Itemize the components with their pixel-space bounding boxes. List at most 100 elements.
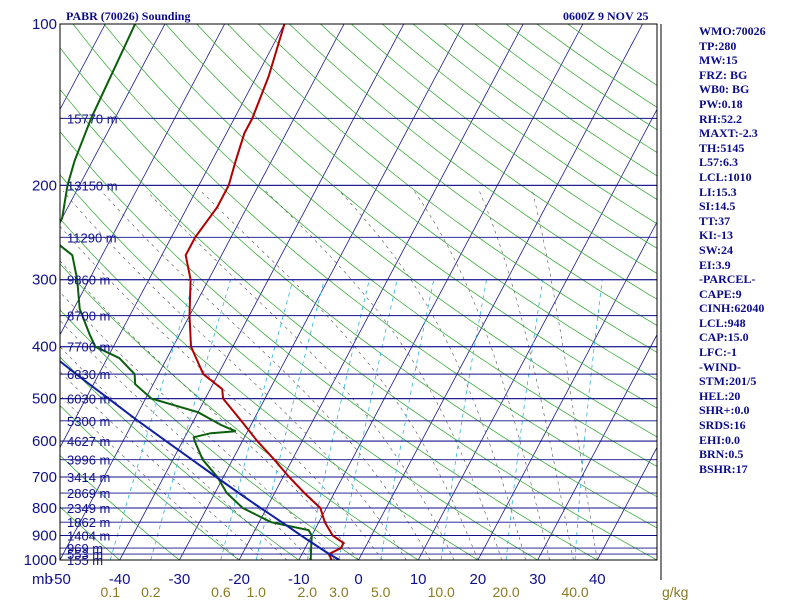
pressure-tick-label: 400 xyxy=(32,339,57,356)
chart-title: PABR (70026) Sounding xyxy=(66,9,191,23)
mixing-ratio-label: 3.0 xyxy=(329,584,349,600)
index-item: LCL:1010 xyxy=(699,169,752,184)
index-item: TP:280 xyxy=(699,38,737,53)
dewpoint-profile xyxy=(60,24,313,560)
index-item: SI:14.5 xyxy=(699,199,736,214)
height-level-label: 6030 m xyxy=(67,392,110,407)
isotherm xyxy=(477,221,657,560)
isotherm xyxy=(358,24,643,560)
height-level-label: 969 m xyxy=(67,541,103,556)
moist-adiabat xyxy=(200,190,479,560)
y-axis-label: mb xyxy=(32,571,53,588)
pressure-tick-label: 500 xyxy=(32,391,57,408)
pressure-tick-label: 1000 xyxy=(24,552,57,569)
temperature-tick-label: -50 xyxy=(49,571,71,588)
index-item: FRZ: BG xyxy=(699,67,748,82)
parcel-trace xyxy=(60,359,340,560)
height-level-label: 9860 m xyxy=(67,273,110,288)
index-item: WB0: BG xyxy=(699,82,750,97)
index-item: EHI:0.0 xyxy=(699,432,741,447)
index-item: L57:6.3 xyxy=(699,155,738,170)
pressure-tick-label: 100 xyxy=(32,16,57,33)
height-level-label: 553 m xyxy=(67,547,103,562)
index-item: MW:15 xyxy=(699,53,738,68)
index-item: -PARCEL- xyxy=(699,272,756,287)
moist-adiabat xyxy=(60,225,383,560)
moist-adiabat xyxy=(265,190,503,560)
height-level-label: 4627 m xyxy=(67,434,110,449)
index-item: PW:0.18 xyxy=(699,96,743,111)
index-item: SRDS:16 xyxy=(699,418,746,433)
height-level-label: 2349 m xyxy=(67,501,110,516)
grid-layer xyxy=(60,24,657,560)
temperature-tick-label: -40 xyxy=(109,571,131,588)
mixing-ratio-line xyxy=(380,279,435,560)
pressure-tick-label: 200 xyxy=(32,177,57,194)
temperature-tick-label: 20 xyxy=(470,571,487,588)
isotherm xyxy=(60,24,345,560)
mixing-ratio-label: 10.0 xyxy=(428,584,455,600)
height-level-label: 1404 m xyxy=(67,528,110,543)
index-item: KI:-13 xyxy=(699,228,733,243)
index-item: RH:52.2 xyxy=(699,111,742,126)
indices-panel: WMO:70026 TP:280 MW:15 FRZ: BG WB0: BG PW:0.1… xyxy=(699,24,766,476)
height-level-label: 15770 m xyxy=(67,111,118,126)
isotherm xyxy=(119,24,405,560)
mixing-ratio-label: 20.0 xyxy=(492,584,519,600)
height-level-label: 11290 m xyxy=(67,230,117,245)
mixing-ratio-label: 40.0 xyxy=(561,584,588,600)
index-item: BSHR:17 xyxy=(699,461,748,476)
pressure-tick-label: 900 xyxy=(32,527,57,544)
index-item: LFC:-1 xyxy=(699,345,737,360)
mixing-ratio-line xyxy=(109,279,195,560)
moist-adiabat xyxy=(60,371,264,560)
isotherm xyxy=(537,333,657,560)
mixing-ratio-label: 1.0 xyxy=(247,584,267,600)
pressure-tick-label: 300 xyxy=(32,272,57,289)
isobar-layer xyxy=(60,23,657,561)
mixing-ratio-line xyxy=(306,279,370,560)
temperature-tick-label: 40 xyxy=(589,571,606,588)
index-item: CINH:62040 xyxy=(699,301,765,316)
moist-adiabat xyxy=(60,291,335,560)
moist-adiabat xyxy=(101,190,431,560)
moist-adiabat xyxy=(339,190,526,560)
height-level-label: 1862 m xyxy=(67,515,110,530)
isotherm xyxy=(60,24,166,223)
moist-adiabat xyxy=(146,190,455,560)
temperature-profile xyxy=(184,24,345,560)
dry-adiabat xyxy=(72,24,657,498)
height-level-label: 7706 m xyxy=(67,340,110,355)
temperature-tick-label: 30 xyxy=(529,571,546,588)
temperature-tick-label: -10 xyxy=(288,571,310,588)
chart-datetime: 0600Z 9 NOV 25 xyxy=(563,9,649,23)
height-level-label: 6830 m xyxy=(67,367,110,382)
plot-frame xyxy=(59,23,658,561)
isotherm xyxy=(60,24,226,336)
index-item: TH:5145 xyxy=(699,140,745,155)
moist-adiabat xyxy=(479,190,574,560)
pressure-tick-label: 800 xyxy=(32,500,57,517)
index-item: HEL:20 xyxy=(699,388,741,403)
temperature-tick-label: -30 xyxy=(169,571,191,588)
mixing-ratio-line xyxy=(220,279,294,560)
height-level-label: 3414 m xyxy=(67,470,110,485)
isotherm xyxy=(60,24,285,449)
isotherm xyxy=(298,24,584,560)
mixing-ratio-unit: g/kg xyxy=(662,584,688,600)
moist-adiabat xyxy=(60,394,240,560)
mixing-ratio-label: 0.1 xyxy=(101,584,121,600)
mixing-ratio-label: 0.6 xyxy=(211,584,231,600)
height-level-label: 5300 m xyxy=(67,414,110,429)
mixing-ratio-line xyxy=(255,279,325,560)
mixing-ratio-line xyxy=(505,279,544,560)
mixing-ratio-label: 5.0 xyxy=(371,584,391,600)
pressure-tick-label: 700 xyxy=(32,469,57,486)
index-item: SW:24 xyxy=(699,242,734,257)
mixing-ratio-line xyxy=(440,279,487,560)
index-item: MAXT:-2.3 xyxy=(699,126,758,141)
height-level-label: 155 m xyxy=(67,553,103,568)
index-item: LCL:948 xyxy=(699,315,746,330)
